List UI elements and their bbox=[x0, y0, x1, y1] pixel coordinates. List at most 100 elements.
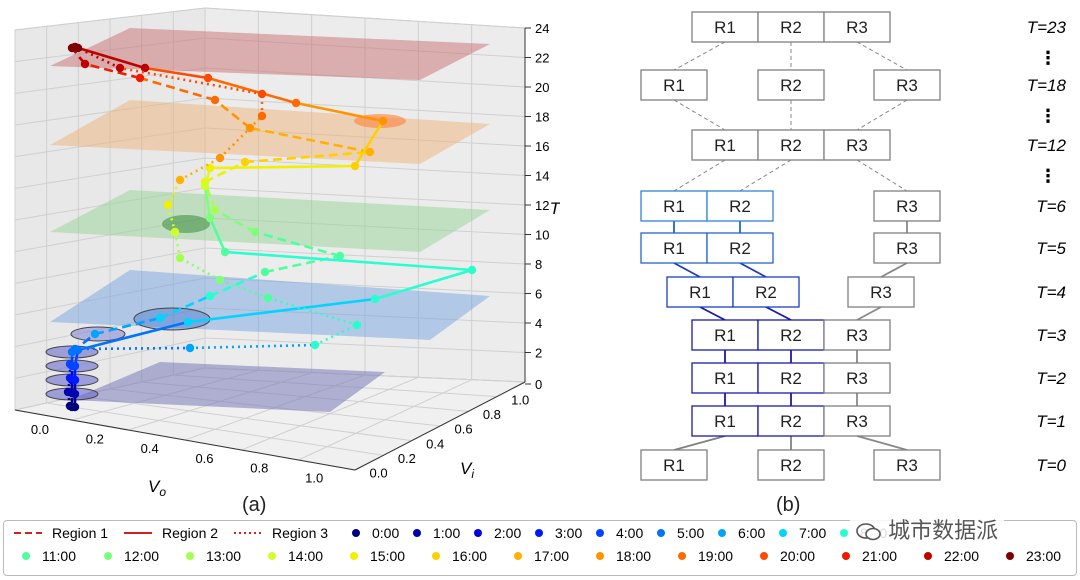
region-box bbox=[823, 405, 891, 437]
legend-label: 0:00 bbox=[372, 525, 399, 541]
region-box bbox=[823, 319, 891, 351]
z-tick-label: 10 bbox=[535, 228, 549, 243]
region-label: R2 bbox=[780, 369, 802, 388]
trajectory-point bbox=[250, 227, 260, 237]
legend-label: 15:00 bbox=[370, 548, 405, 564]
legend-label: 7:00 bbox=[799, 525, 826, 541]
z-tick-label: 2 bbox=[535, 346, 542, 361]
trajectory-point bbox=[210, 205, 220, 215]
region-label: R2 bbox=[780, 76, 802, 95]
trajectory-point bbox=[378, 116, 388, 126]
region-label: R1 bbox=[714, 326, 736, 345]
legend-label: 23:00 bbox=[1026, 548, 1061, 564]
trajectory-point bbox=[185, 343, 195, 353]
trajectory-point bbox=[200, 181, 210, 191]
trajectory-point bbox=[257, 89, 267, 99]
region-label: R3 bbox=[896, 239, 918, 258]
trajectory-segment bbox=[173, 231, 182, 259]
y-tick-label: 0.6 bbox=[455, 422, 473, 437]
hierarchy-link bbox=[856, 159, 908, 192]
time-step-label: T=12 bbox=[1027, 136, 1067, 155]
legend-label: Region 2 bbox=[162, 525, 218, 541]
hierarchy-link bbox=[673, 41, 726, 71]
x-tick-label: 0.2 bbox=[86, 432, 104, 447]
trajectory-segment bbox=[295, 101, 384, 123]
z-tick-label: 12 bbox=[535, 198, 549, 213]
legend-marker bbox=[924, 552, 932, 560]
legend-marker bbox=[268, 552, 276, 560]
hierarchy-link bbox=[856, 435, 908, 451]
hierarchy-link bbox=[739, 159, 792, 192]
region-label: R3 bbox=[846, 326, 868, 345]
x-axis-line bbox=[14, 409, 356, 471]
region-label: R3 bbox=[870, 283, 892, 302]
region-label: R3 bbox=[896, 197, 918, 216]
trajectory-segment bbox=[74, 45, 146, 70]
z-tick-label: 16 bbox=[535, 139, 549, 154]
trajectory-segment bbox=[179, 156, 221, 182]
legend-marker bbox=[186, 552, 194, 560]
trajectory-segment bbox=[314, 323, 358, 347]
z-tick-label: 18 bbox=[535, 110, 549, 125]
legend-label: 11:00 bbox=[42, 548, 76, 564]
legend-label: 14:00 bbox=[288, 548, 323, 564]
trajectory-segment bbox=[207, 76, 297, 105]
region-label: R1 bbox=[663, 456, 685, 475]
legend-marker bbox=[514, 552, 522, 560]
trajectory-segment bbox=[179, 256, 221, 282]
legend-marker bbox=[779, 529, 787, 537]
trajectory-segment bbox=[166, 204, 177, 233]
region-label: R2 bbox=[729, 197, 751, 216]
region-box bbox=[757, 405, 825, 437]
legend-label: 12:00 bbox=[124, 548, 159, 564]
trajectory-segment bbox=[77, 46, 121, 70]
region-label: R2 bbox=[729, 239, 751, 258]
region-label: R2 bbox=[755, 283, 777, 302]
time-step-label: T=1 bbox=[1036, 412, 1066, 431]
legend-marker bbox=[842, 552, 850, 560]
caption-b: (b) bbox=[776, 494, 801, 516]
trajectory-point bbox=[140, 63, 150, 73]
x-tick-label: 0.6 bbox=[195, 451, 213, 466]
watermark: 城市数据派 bbox=[850, 513, 1005, 545]
trajectory-point bbox=[65, 401, 75, 411]
trajectory-point bbox=[215, 153, 225, 163]
legend-marker bbox=[432, 552, 440, 560]
trajectory-point bbox=[350, 161, 360, 171]
caption-a: (a) bbox=[242, 494, 267, 516]
region-box bbox=[757, 362, 825, 394]
trajectory-point bbox=[205, 213, 215, 223]
region-label: R1 bbox=[714, 412, 736, 431]
region-box bbox=[823, 362, 891, 394]
trajectory-point bbox=[291, 98, 301, 108]
trajectory-segment bbox=[84, 62, 141, 80]
legend-label: 6:00 bbox=[738, 525, 765, 541]
region-label: R3 bbox=[896, 456, 918, 475]
trajectory-point bbox=[370, 294, 380, 304]
trajectory-point bbox=[73, 43, 83, 53]
region-box bbox=[823, 11, 891, 43]
trajectory-point bbox=[210, 95, 220, 105]
region-box bbox=[823, 129, 891, 161]
region-box bbox=[757, 319, 825, 351]
time-step-label: T=4 bbox=[1036, 283, 1066, 302]
trajectory-segment bbox=[374, 268, 473, 301]
trajectory-point bbox=[260, 267, 270, 277]
region-label: R1 bbox=[663, 197, 685, 216]
hierarchy-link bbox=[673, 159, 726, 192]
region-box bbox=[666, 276, 734, 308]
y-tick-label: 0.8 bbox=[483, 407, 501, 422]
trajectory-segment bbox=[208, 217, 227, 253]
legend-marker bbox=[350, 552, 358, 560]
region-label: R1 bbox=[663, 76, 685, 95]
watermark-text: 城市数据派 bbox=[888, 518, 999, 543]
y-tick-label: 0.2 bbox=[398, 451, 416, 466]
region-merge-diagram: R1 R2 R3 R1 R2 R3 R1 R2 R3 R1 R2 R3 R1 R2 R3 R1 R2 R3 R1 R2… bbox=[640, 11, 1067, 481]
hierarchy-link bbox=[856, 41, 908, 71]
legend-marker bbox=[840, 529, 848, 537]
z-tick-label: 22 bbox=[535, 51, 549, 66]
region-box bbox=[847, 276, 915, 308]
legend-label: Region 3 bbox=[272, 525, 328, 541]
trajectory-point bbox=[220, 247, 230, 257]
